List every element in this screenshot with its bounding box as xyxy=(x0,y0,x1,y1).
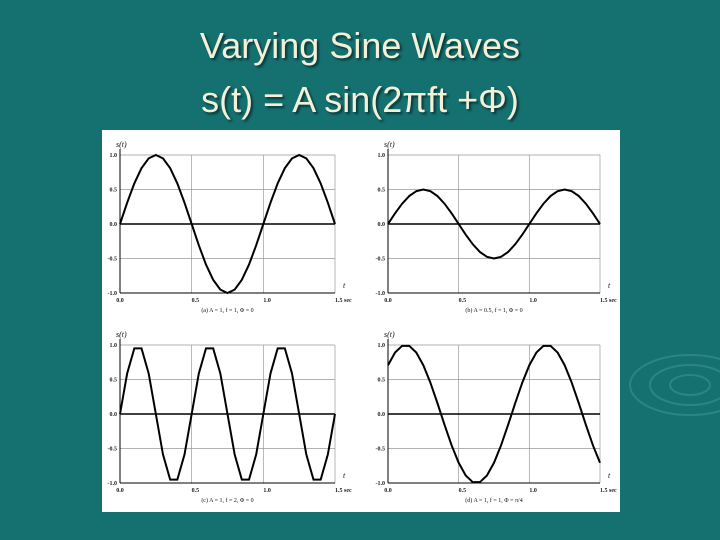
x-axis-label: t xyxy=(343,281,346,290)
x-tick-label: 1.0 xyxy=(263,298,271,304)
x-tick-label: 1.5 sec xyxy=(600,298,617,304)
x-tick-label: 0.5 xyxy=(459,298,467,304)
caption: (b) A = 0.5, f = 1, Φ = 0 xyxy=(465,307,522,314)
x-tick-label: 0.0 xyxy=(384,488,392,494)
y-tick-label: 0.0 xyxy=(378,412,386,418)
x-axis-label: t xyxy=(343,471,346,480)
sine-line xyxy=(387,344,601,484)
y-tick-label: 1.0 xyxy=(378,343,386,349)
y-tick-label: -0.5 xyxy=(108,447,118,453)
x-tick-label: 1.5 sec xyxy=(335,488,352,494)
y-tick-label: -1.0 xyxy=(108,291,118,297)
y-tick-label: 1.0 xyxy=(378,153,386,159)
y-tick-label: 1.0 xyxy=(110,343,118,349)
y-tick-label: -1.0 xyxy=(376,291,386,297)
x-tick-label: 1.0 xyxy=(263,488,271,494)
x-tick-label: 0.0 xyxy=(116,488,124,494)
y-axis-label: s(t) xyxy=(384,140,395,149)
y-tick-label: 0.5 xyxy=(110,188,118,194)
y-tick-label: 0.5 xyxy=(110,378,118,384)
slide-title: Varying Sine Waves xyxy=(200,25,520,66)
y-axis-label: s(t) xyxy=(116,140,127,149)
y-tick-label: 0.0 xyxy=(378,222,386,228)
y-tick-label: -0.5 xyxy=(108,257,118,263)
y-tick-label: -1.0 xyxy=(376,481,386,487)
y-tick-label: 0.0 xyxy=(110,412,118,418)
y-axis-label: s(t) xyxy=(116,330,127,339)
x-tick-label: 1.5 sec xyxy=(335,298,352,304)
x-tick-label: 0.5 xyxy=(459,488,467,494)
x-tick-label: 0.0 xyxy=(384,298,392,304)
x-tick-label: 1.0 xyxy=(529,488,537,494)
y-tick-label: 0.5 xyxy=(378,378,386,384)
caption: (c) A = 1, f = 2, Φ = 0 xyxy=(201,497,253,504)
y-tick-label: 0.0 xyxy=(110,222,118,228)
y-tick-label: 1.0 xyxy=(110,153,118,159)
sine-line xyxy=(387,188,601,260)
x-tick-label: 0.5 xyxy=(192,298,200,304)
x-tick-label: 0.0 xyxy=(116,298,124,304)
x-tick-label: 1.5 sec xyxy=(600,488,617,494)
x-tick-label: 1.0 xyxy=(529,298,537,304)
x-tick-label: 0.5 xyxy=(192,488,200,494)
sine-line xyxy=(119,347,336,481)
slide-subtitle: s(t) = A sin(2πft +Φ) xyxy=(201,79,519,120)
sine-line xyxy=(119,153,336,295)
x-axis-label: t xyxy=(608,471,611,480)
y-axis-label: s(t) xyxy=(384,330,395,339)
caption: (a) A = 1, f = 1, Φ = 0 xyxy=(201,307,253,314)
x-axis-label: t xyxy=(608,281,611,290)
y-tick-label: -0.5 xyxy=(376,257,386,263)
y-tick-label: 0.5 xyxy=(378,188,386,194)
y-tick-label: -0.5 xyxy=(376,447,386,453)
y-tick-label: -1.0 xyxy=(108,481,118,487)
caption: (d) A = 1, f = 1, Φ = π/4 xyxy=(465,497,522,504)
decoration xyxy=(629,354,720,416)
